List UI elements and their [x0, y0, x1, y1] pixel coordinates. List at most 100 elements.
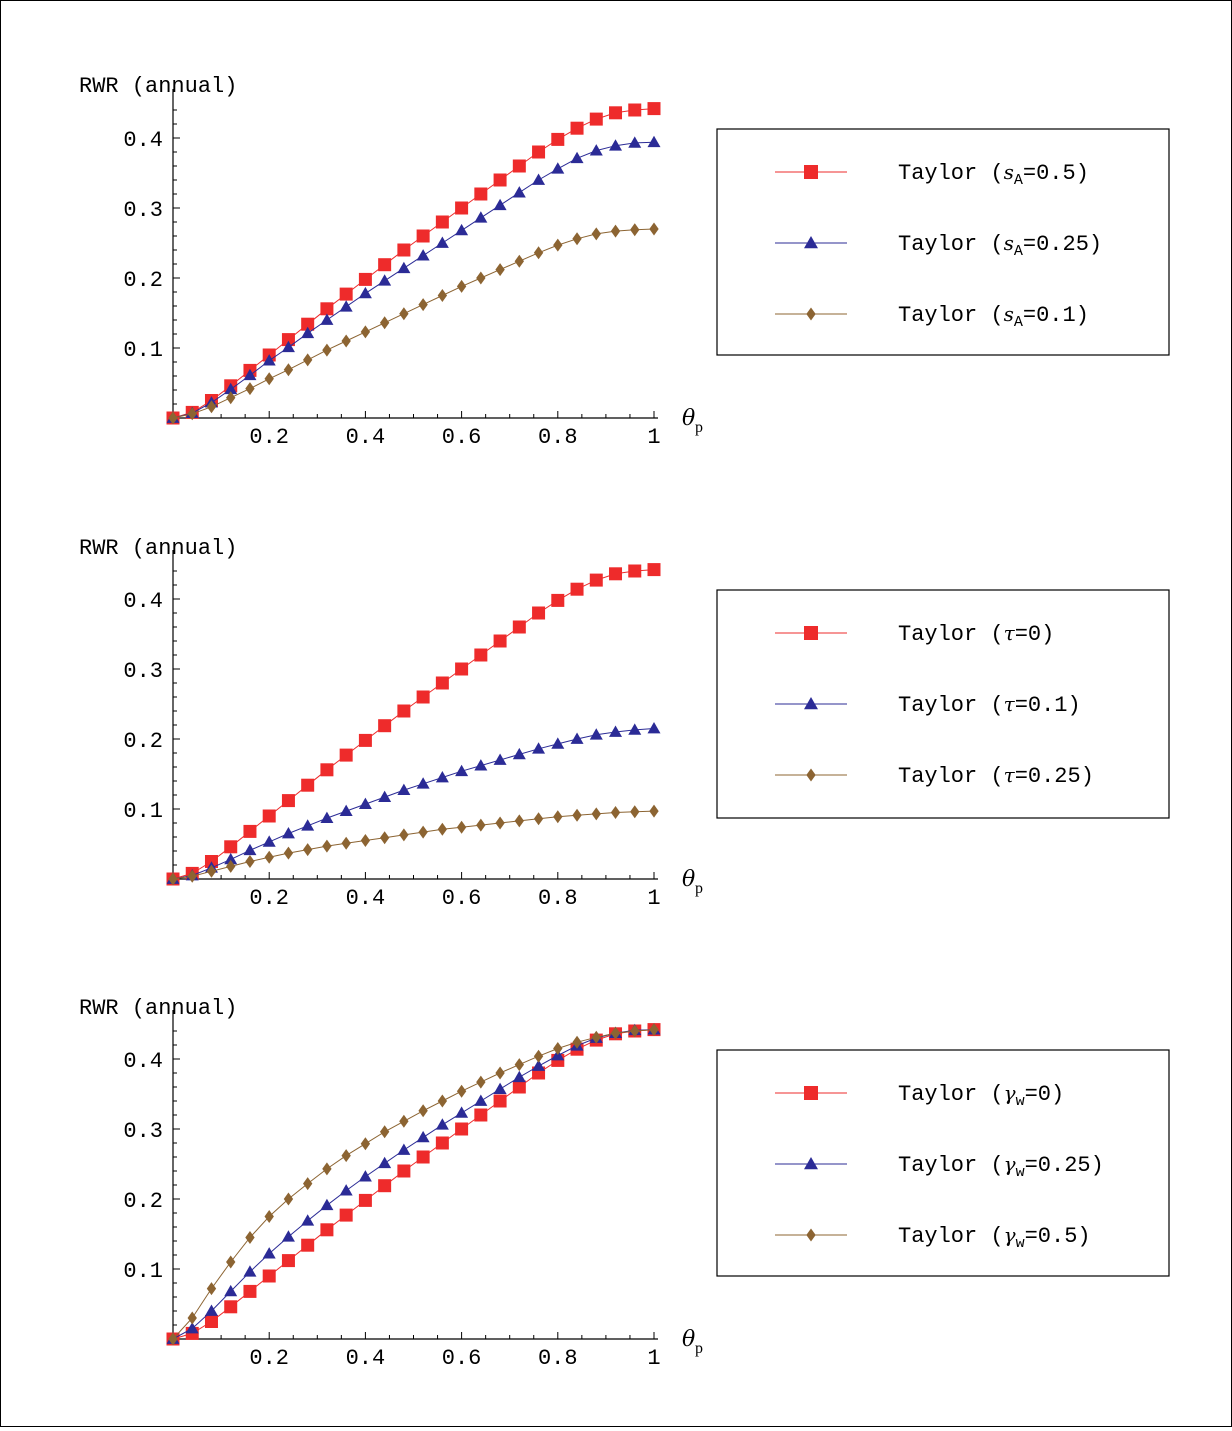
data-point-marker	[416, 249, 430, 261]
data-point-marker	[358, 1170, 372, 1182]
data-point-marker	[609, 106, 623, 120]
data-point-marker	[416, 777, 430, 789]
legend-symbol: s	[1004, 160, 1014, 184]
data-point-marker	[435, 1136, 449, 1150]
data-point-marker	[224, 382, 238, 395]
y-axis-label: RWR (annual)	[79, 74, 237, 99]
x-axis-label: θ	[682, 867, 695, 892]
legend-suffix: =0)	[1015, 622, 1055, 647]
data-point-marker	[533, 246, 544, 260]
data-point-marker	[532, 173, 546, 185]
legend: Taylor (τ=0)Taylor (τ=0.1)Taylor (τ=0.25…	[716, 589, 1170, 819]
data-point-marker	[512, 747, 526, 760]
data-point-marker	[397, 1143, 411, 1155]
data-point-marker	[532, 742, 546, 754]
data-point-marker	[322, 839, 332, 853]
series-2	[166, 135, 661, 423]
legend-subscript: w	[1016, 1235, 1025, 1252]
series-3	[168, 1023, 659, 1346]
data-point-marker	[456, 1084, 467, 1098]
legend-prefix: Taylor (	[898, 1082, 1004, 1107]
data-point-marker	[262, 1247, 276, 1259]
data-point-marker	[243, 824, 257, 838]
data-point-marker	[474, 648, 488, 662]
data-point-marker	[495, 263, 505, 277]
legend-marker	[804, 1157, 818, 1170]
data-point-marker	[281, 1254, 295, 1268]
data-point-marker	[476, 818, 486, 832]
data-point-marker	[493, 198, 507, 211]
data-point-marker	[474, 187, 488, 201]
y-axis-label: RWR (annual)	[79, 536, 237, 561]
legend-box	[716, 1049, 1170, 1277]
data-point-marker	[226, 1255, 236, 1269]
y-tick-label: 0.1	[123, 338, 163, 363]
data-point-marker	[358, 733, 372, 747]
x-tick-label: 0.4	[346, 425, 386, 450]
data-point-marker	[647, 722, 661, 734]
legend-prefix: Taylor (	[898, 232, 1004, 257]
data-point-marker	[226, 391, 236, 405]
legend-symbol: γ	[1004, 1081, 1016, 1105]
data-point-marker	[628, 103, 642, 117]
data-point-marker	[301, 778, 315, 792]
data-point-marker	[416, 690, 430, 704]
data-point-marker	[397, 243, 411, 257]
legend-marker	[804, 165, 818, 179]
data-point-marker	[610, 224, 621, 238]
data-point-marker	[360, 834, 371, 847]
legend-entry-1: Taylor (sA=0.5)	[775, 160, 1089, 189]
legend-subscript: A	[1014, 243, 1023, 260]
data-point-marker	[303, 1177, 313, 1191]
data-point-marker	[551, 162, 565, 174]
legend-suffix: =0.5)	[1025, 1224, 1091, 1249]
data-point-marker	[416, 1150, 430, 1164]
legend-marker	[806, 307, 816, 321]
data-point-marker	[262, 809, 276, 823]
data-point-marker	[243, 1265, 257, 1277]
legend-label: Taylor (γw=0.5)	[898, 1223, 1091, 1252]
legend-marker	[804, 1086, 818, 1100]
data-point-marker	[628, 564, 642, 578]
data-point-marker	[358, 797, 372, 809]
legend-subscript: A	[1014, 172, 1023, 189]
data-point-marker	[339, 287, 353, 301]
series-3	[168, 222, 659, 425]
data-point-marker	[187, 407, 197, 421]
data-point-marker	[185, 1322, 199, 1334]
legend-symbol: τ	[1004, 692, 1016, 716]
x-tick-label: 0.2	[249, 886, 289, 911]
x-tick-label: 0.6	[442, 1346, 482, 1371]
legend-entry-3: Taylor (sA=0.1)	[775, 302, 1089, 331]
data-point-marker	[493, 634, 507, 648]
y-tick-label: 0.4	[123, 589, 163, 614]
data-point-marker	[283, 1192, 294, 1206]
data-point-marker	[591, 227, 601, 241]
data-point-marker	[553, 238, 563, 252]
data-point-marker	[301, 317, 315, 331]
data-point-marker	[168, 411, 178, 425]
y-tick-label: 0.4	[123, 128, 163, 153]
y-tick-label: 0.3	[123, 198, 163, 223]
data-point-marker	[589, 573, 603, 587]
data-point-marker	[397, 704, 411, 718]
data-point-marker	[455, 1122, 469, 1136]
data-point-marker	[495, 816, 505, 830]
data-point-marker	[320, 763, 334, 777]
data-point-marker	[243, 368, 257, 381]
data-point-marker	[283, 846, 294, 860]
data-point-marker	[262, 1269, 276, 1283]
data-point-marker	[512, 620, 526, 634]
x-axis-label-subscript: p	[695, 880, 703, 897]
data-point-marker	[418, 1104, 428, 1118]
data-point-marker	[647, 563, 661, 577]
data-point-marker	[245, 382, 255, 396]
data-point-marker	[553, 810, 563, 824]
data-point-marker	[609, 139, 623, 151]
legend: Taylor (γw=0)Taylor (γw=0.25)Taylor (γw=…	[716, 1049, 1170, 1277]
data-point-marker	[224, 1284, 238, 1297]
data-point-marker	[455, 662, 469, 676]
data-point-marker	[435, 215, 449, 229]
data-point-marker	[320, 313, 334, 325]
data-point-marker	[341, 1149, 351, 1163]
